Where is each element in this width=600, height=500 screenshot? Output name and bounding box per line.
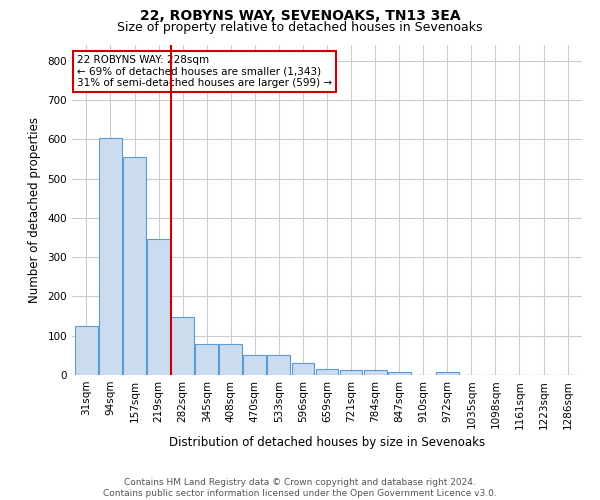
Bar bbox=[244, 355, 266, 375]
Bar bbox=[292, 363, 314, 375]
Bar bbox=[195, 344, 218, 375]
Text: Size of property relative to detached houses in Sevenoaks: Size of property relative to detached ho… bbox=[117, 21, 483, 34]
Bar bbox=[436, 372, 459, 375]
X-axis label: Distribution of detached houses by size in Sevenoaks: Distribution of detached houses by size … bbox=[169, 436, 485, 448]
Y-axis label: Number of detached properties: Number of detached properties bbox=[28, 117, 41, 303]
Bar bbox=[364, 370, 386, 375]
Bar bbox=[99, 138, 122, 375]
Bar bbox=[147, 238, 170, 375]
Bar bbox=[220, 344, 242, 375]
Bar bbox=[268, 355, 290, 375]
Bar bbox=[340, 370, 362, 375]
Bar bbox=[388, 372, 410, 375]
Bar bbox=[75, 326, 98, 375]
Bar bbox=[316, 369, 338, 375]
Text: 22 ROBYNS WAY: 228sqm
← 69% of detached houses are smaller (1,343)
31% of semi-d: 22 ROBYNS WAY: 228sqm ← 69% of detached … bbox=[77, 55, 332, 88]
Bar bbox=[123, 156, 146, 375]
Text: Contains HM Land Registry data © Crown copyright and database right 2024.
Contai: Contains HM Land Registry data © Crown c… bbox=[103, 478, 497, 498]
Bar bbox=[171, 318, 194, 375]
Text: 22, ROBYNS WAY, SEVENOAKS, TN13 3EA: 22, ROBYNS WAY, SEVENOAKS, TN13 3EA bbox=[140, 9, 460, 23]
